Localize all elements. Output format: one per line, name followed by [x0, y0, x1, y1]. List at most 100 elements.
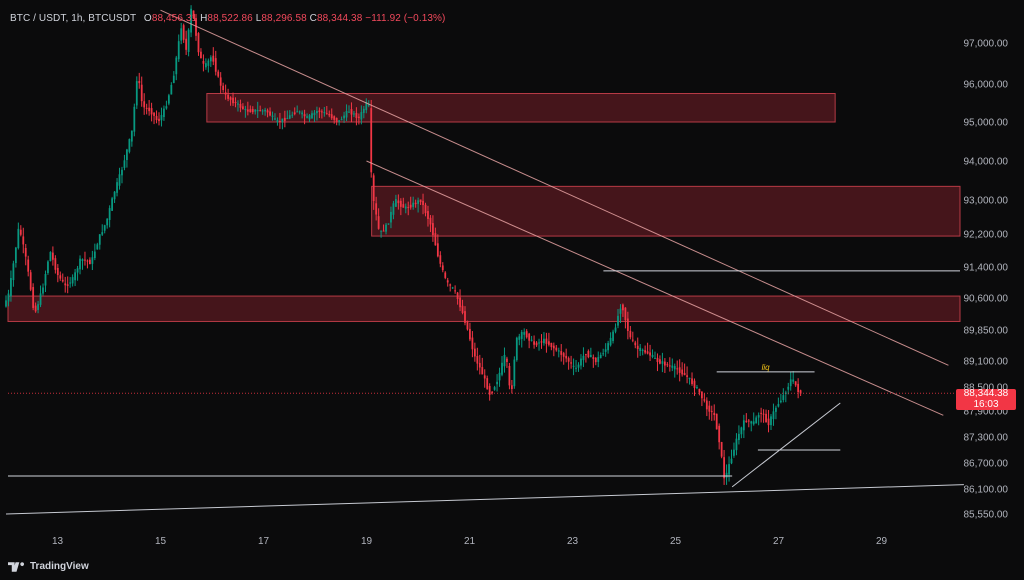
candle-down	[668, 365, 671, 367]
candle-up	[163, 108, 165, 118]
candle-down	[676, 368, 679, 370]
candle-up	[671, 365, 674, 368]
price-tick-label: 88,500.00	[964, 383, 1009, 394]
candle-down	[663, 361, 666, 366]
candle-down	[715, 413, 718, 430]
candle-down	[427, 211, 429, 219]
candle-up	[367, 104, 370, 106]
candle-down	[212, 55, 215, 62]
last-price-value: 88,344.38	[963, 388, 1009, 399]
candle-down	[150, 108, 153, 115]
candle-up	[580, 358, 582, 366]
candle-down	[622, 304, 624, 311]
candle-up	[599, 355, 602, 359]
candle-up	[291, 114, 294, 116]
candle-down	[407, 207, 410, 209]
candle-up	[338, 120, 341, 122]
candle-down	[626, 318, 629, 332]
candle-up	[296, 111, 299, 113]
candle-up	[385, 224, 387, 232]
candle-down	[84, 259, 86, 261]
candle-down	[232, 97, 234, 104]
candle-up	[520, 331, 523, 339]
candle-down	[483, 375, 486, 379]
candle-up	[123, 160, 126, 168]
candle-down	[713, 412, 716, 416]
tradingview-logo[interactable]: TradingView	[8, 561, 89, 572]
candle-up	[597, 357, 600, 362]
candle-up	[17, 228, 20, 249]
candle-up	[673, 366, 676, 370]
candle-down	[56, 267, 59, 276]
candle-down	[432, 223, 434, 236]
candle-up	[654, 357, 656, 359]
candle-down	[355, 112, 358, 118]
supply-zone	[206, 93, 836, 123]
candle-down	[399, 200, 402, 207]
candle-down	[681, 369, 684, 375]
candle-up	[96, 244, 99, 250]
candle-down	[269, 111, 271, 116]
candle-down	[797, 383, 800, 393]
candle-up	[617, 315, 619, 326]
candle-down	[535, 342, 538, 346]
candle-down	[335, 117, 338, 122]
price-tick-label: 91,400.00	[964, 263, 1009, 274]
candle-down	[636, 345, 639, 349]
candle-down	[325, 113, 328, 115]
candle-down	[666, 364, 669, 366]
candle-down	[414, 202, 417, 205]
candle-up	[39, 293, 42, 305]
candle-up	[274, 118, 276, 120]
candle-down	[197, 33, 200, 53]
candle-up	[614, 327, 617, 332]
candle-down	[34, 305, 37, 312]
candle-down	[456, 292, 459, 299]
candle-down	[318, 110, 321, 112]
candle-down	[86, 260, 89, 262]
candle-down	[29, 272, 32, 290]
candle-down	[328, 113, 331, 116]
candle-up	[641, 349, 644, 351]
candle-up	[313, 112, 316, 116]
trendline	[5, 484, 964, 515]
candle-down	[182, 25, 185, 40]
candle-up	[261, 110, 264, 112]
candle-down	[567, 358, 570, 362]
candle-up	[543, 338, 545, 344]
price-tick-label: 86,700.00	[964, 459, 1009, 470]
candle-down	[333, 116, 336, 120]
time-axis[interactable]: 13 15 17 19 21 23 25 27 29	[52, 536, 888, 547]
candle-down	[525, 331, 528, 338]
candle-down	[158, 118, 160, 122]
candle-down	[454, 290, 457, 292]
candle-up	[750, 421, 753, 424]
candle-down	[444, 272, 447, 278]
candle-up	[404, 206, 407, 209]
price-tick-label: 87,300.00	[964, 433, 1009, 444]
price-axis[interactable]: 97,000.00 96,000.00 95,000.00 94,000.00 93,0…	[964, 39, 1009, 521]
candle-up	[742, 420, 745, 431]
candle-up	[688, 377, 691, 380]
candle-down	[533, 341, 535, 345]
candle-up	[49, 252, 52, 262]
low-value: 88,296.58	[261, 13, 307, 24]
candle-up	[7, 293, 10, 302]
candle-up	[757, 415, 760, 418]
candle-down	[718, 425, 721, 443]
candle-up	[498, 372, 501, 381]
candle-down	[372, 175, 375, 202]
date-tick-label: 21	[464, 536, 476, 547]
candle-down	[720, 442, 723, 457]
candle-down	[446, 280, 449, 283]
candle-up	[725, 472, 728, 478]
candle-down	[476, 356, 479, 364]
candle-down	[506, 358, 508, 363]
price-tick-label: 95,000.00	[964, 118, 1009, 129]
candle-down	[429, 217, 432, 225]
candle-down	[565, 355, 568, 359]
candle-down	[473, 348, 476, 357]
open-value: 88,456.31	[151, 13, 198, 24]
